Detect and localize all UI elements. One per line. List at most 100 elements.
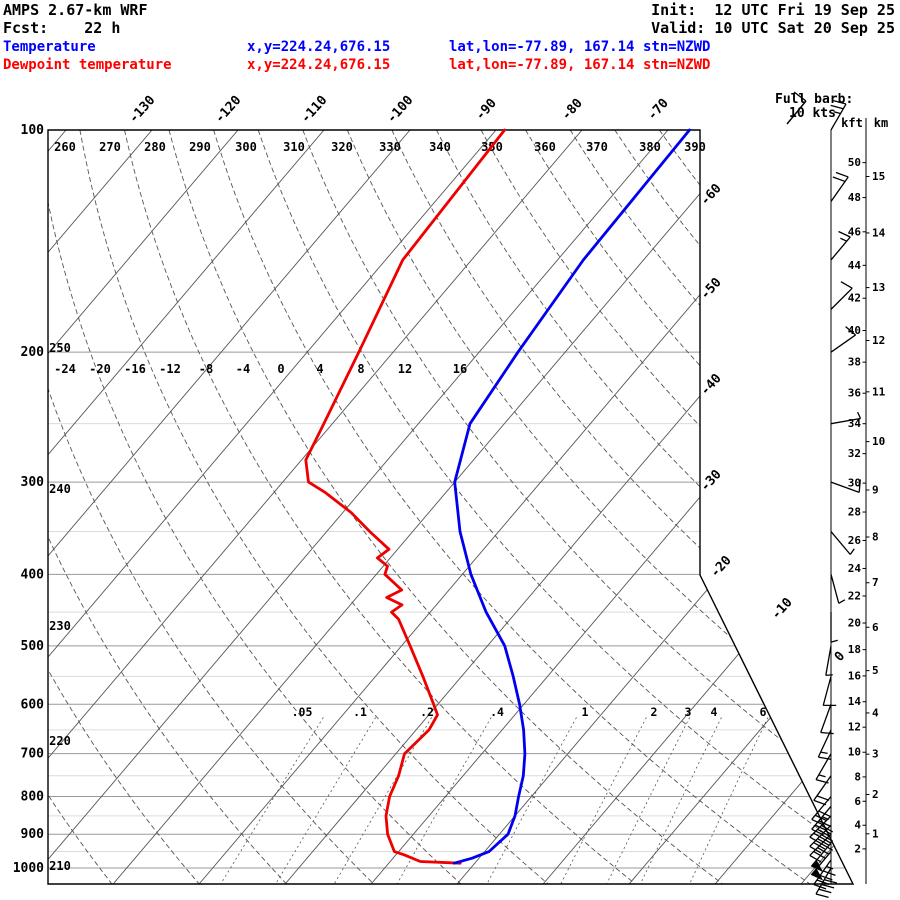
svg-text:11: 11	[872, 385, 886, 398]
svg-text:22: 22	[848, 589, 861, 602]
svg-text:4: 4	[711, 705, 718, 719]
svg-text:300: 300	[21, 475, 45, 490]
svg-text:-20: -20	[708, 553, 735, 581]
barb-legend-line1: Full barb:	[775, 92, 854, 107]
model-title: AMPS 2.67-km WRF	[3, 1, 148, 19]
wind-barbs	[809, 100, 862, 898]
wind-barb	[822, 676, 837, 707]
altitude-axis: kft km50484644424038363432302826242220181…	[841, 116, 888, 884]
svg-text:500: 500	[21, 639, 45, 654]
svg-text:700: 700	[21, 747, 45, 762]
temperature-station: stn=NZWD	[643, 39, 711, 55]
svg-text:800: 800	[21, 789, 45, 804]
svg-text:6: 6	[760, 705, 767, 719]
svg-text:46: 46	[848, 225, 862, 238]
svg-text:20: 20	[848, 617, 861, 630]
forecast-hour: Fcst: 22 h	[3, 19, 121, 37]
svg-text:-30: -30	[698, 467, 725, 495]
svg-text:-4: -4	[236, 362, 250, 376]
svg-text:.1: .1	[353, 705, 367, 719]
svg-text:-50: -50	[698, 275, 725, 303]
wind-barb	[830, 411, 862, 425]
svg-text:2: 2	[854, 842, 861, 855]
svg-text:12: 12	[872, 334, 885, 347]
svg-text:-70: -70	[645, 96, 672, 124]
svg-text:1: 1	[582, 705, 589, 719]
svg-text:kft: kft	[841, 116, 863, 130]
svg-text:900: 900	[21, 827, 45, 842]
svg-text:38: 38	[848, 356, 861, 369]
svg-text:44: 44	[848, 259, 862, 272]
svg-text:14: 14	[872, 226, 886, 239]
svg-text:15: 15	[872, 170, 885, 183]
svg-text:6: 6	[854, 795, 861, 808]
svg-text:8: 8	[357, 362, 364, 376]
svg-text:.4: .4	[490, 705, 504, 719]
svg-text:14: 14	[848, 695, 862, 708]
svg-text:340: 340	[429, 140, 451, 154]
temperature-latlon: lat,lon=-77.89, 167.14	[449, 39, 635, 55]
wind-barb	[830, 230, 851, 261]
wind-barb	[830, 100, 847, 131]
wind-barb	[817, 729, 832, 761]
dewpoint-latlon: lat,lon=-77.89, 167.14	[449, 57, 635, 73]
dewpoint-legend-label: Dewpoint temperature	[3, 57, 172, 73]
wind-barb	[815, 867, 837, 898]
svg-text:10: 10	[848, 746, 861, 759]
svg-text:42: 42	[848, 292, 861, 305]
svg-text:50: 50	[848, 156, 861, 169]
svg-text:230: 230	[49, 619, 71, 633]
svg-text:3: 3	[685, 705, 692, 719]
temperature-curve	[452, 128, 691, 865]
svg-text:2: 2	[872, 788, 879, 801]
svg-text:.2: .2	[420, 705, 434, 719]
svg-text:-10: -10	[769, 595, 796, 623]
svg-text:260: 260	[54, 140, 76, 154]
svg-text:40: 40	[848, 324, 861, 337]
wind-barb	[830, 612, 838, 643]
svg-text:8: 8	[854, 770, 861, 783]
svg-text:370: 370	[586, 140, 608, 154]
svg-text:3: 3	[872, 748, 879, 761]
svg-text:280: 280	[144, 140, 166, 154]
dewpoint-station: stn=NZWD	[643, 57, 711, 73]
svg-text:220: 220	[49, 734, 71, 748]
svg-text:0: 0	[277, 362, 284, 376]
svg-text:210: 210	[49, 859, 71, 873]
svg-text:4: 4	[854, 819, 861, 832]
svg-text:-60: -60	[698, 181, 725, 209]
barb-legend-line2: 10 kts	[789, 106, 836, 121]
svg-text:290: 290	[189, 140, 211, 154]
svg-text:10: 10	[872, 435, 885, 448]
svg-text:48: 48	[848, 191, 861, 204]
svg-text:400: 400	[21, 567, 45, 582]
wind-barb	[830, 171, 849, 202]
svg-text:-120: -120	[212, 93, 244, 126]
svg-text:30: 30	[848, 477, 861, 490]
barb-legend-symbol	[786, 91, 807, 125]
plot-border	[47, 129, 855, 885]
svg-text:270: 270	[99, 140, 121, 154]
svg-text:-12: -12	[159, 362, 181, 376]
svg-text:1000: 1000	[13, 861, 44, 876]
dewpoint-xy: x,y=224.24,676.15	[247, 57, 391, 73]
svg-text:310: 310	[283, 140, 305, 154]
temperature-xy: x,y=224.24,676.15	[247, 39, 391, 55]
svg-text:320: 320	[331, 140, 353, 154]
svg-text:-16: -16	[124, 362, 146, 376]
wind-barb	[830, 531, 855, 555]
svg-text:380: 380	[639, 140, 661, 154]
svg-text:330: 330	[379, 140, 401, 154]
svg-text:-24: -24	[54, 362, 76, 376]
wind-barb	[830, 574, 846, 604]
svg-text:km: km	[874, 116, 888, 130]
svg-text:1: 1	[872, 827, 879, 840]
svg-text:-80: -80	[559, 96, 586, 124]
svg-text:36: 36	[848, 387, 862, 400]
svg-text:6: 6	[872, 621, 879, 634]
valid-time: Valid: 10 UTC Sat 20 Sep 25	[651, 19, 895, 37]
svg-text:-100: -100	[384, 93, 416, 126]
svg-text:240: 240	[49, 482, 71, 496]
